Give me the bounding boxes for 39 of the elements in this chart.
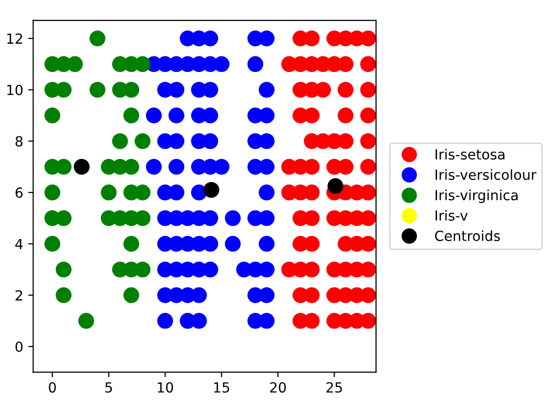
point (123, 287, 140, 304)
legend-label: Iris-versicolour (436, 169, 536, 180)
y-tick-label: 4 (15, 238, 23, 250)
point (56, 287, 72, 304)
x-tick-label: 25 (326, 382, 342, 393)
point (112, 133, 128, 150)
y-tick-label: 6 (16, 187, 23, 198)
point (134, 210, 150, 226)
point (203, 182, 220, 198)
legend-label: Iris-v (436, 210, 468, 221)
point (56, 158, 72, 175)
legend-label: Iris-virginica (436, 190, 518, 204)
point (56, 262, 72, 278)
point (74, 158, 90, 175)
point (123, 108, 140, 124)
point (44, 236, 60, 252)
point (90, 82, 106, 98)
x-tick-label: 5 (105, 382, 112, 393)
x-tick-label: 20 (270, 382, 286, 393)
point (44, 184, 60, 200)
legend-label: Centroids (435, 230, 500, 242)
point (328, 178, 344, 194)
point (134, 56, 150, 72)
x-tick-label: 0 (48, 382, 56, 393)
point (134, 133, 150, 150)
point (100, 184, 117, 200)
point (56, 82, 72, 98)
point (44, 108, 60, 124)
y-tick-label: 10 (7, 84, 23, 96)
x-tick-label: 15 (214, 382, 230, 393)
y-tick-label: 12 (7, 33, 22, 44)
legend-label: Iris-setosa (436, 148, 504, 160)
point (78, 312, 94, 329)
y-tick-label: 8 (16, 136, 23, 147)
x-tick-label: 10 (158, 382, 174, 393)
point (123, 236, 140, 252)
y-tick-label: 0 (16, 341, 23, 352)
y-tick-label: 2 (16, 290, 22, 300)
point (90, 30, 106, 46)
